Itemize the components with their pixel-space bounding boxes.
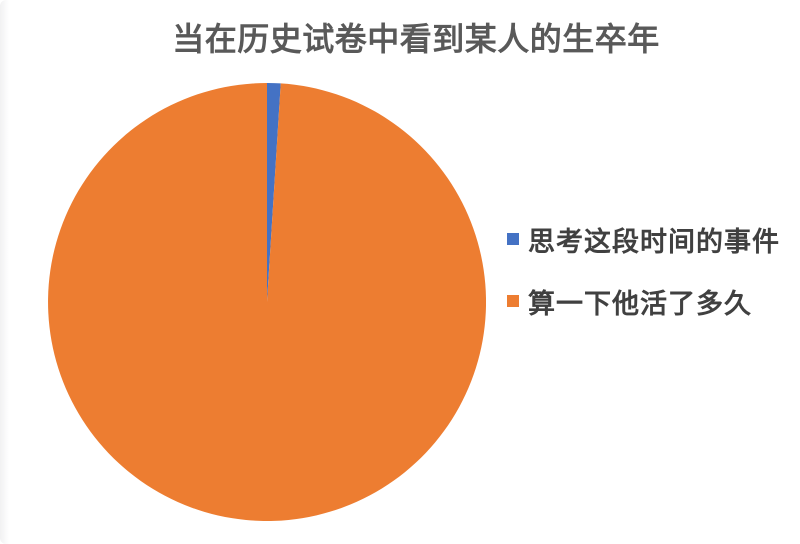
left-edge-shade [0,0,9,544]
chart-title: 当在历史试卷中看到某人的生卒年 [172,21,660,57]
legend-marker-square-icon [507,295,519,307]
legend-item: 算一下他活了多久 [507,284,780,319]
legend-marker-square-icon [507,233,519,245]
pie-slice-1 [48,83,486,521]
legend-label: 思考这段时间的事件 [528,226,780,257]
pie-chart [48,83,486,521]
legend-label: 算一下他活了多久 [528,288,752,319]
legend-item: 思考这段时间的事件 [507,222,780,257]
chart-legend: 思考这段时间的事件 算一下他活了多久 [507,222,780,346]
pie-slice-0 [267,83,281,302]
